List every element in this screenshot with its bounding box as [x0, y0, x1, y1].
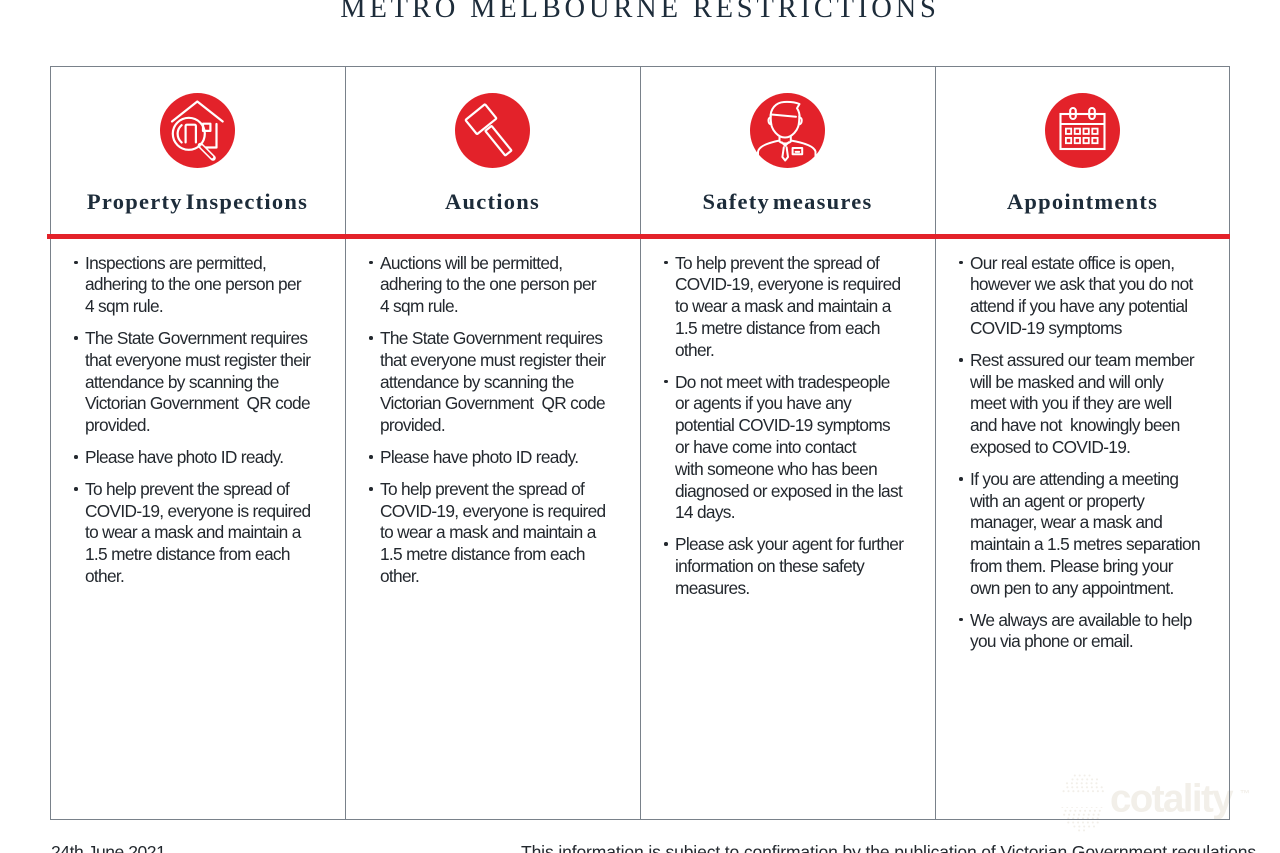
svg-text:™: ™ — [1240, 789, 1250, 800]
svg-text:cotality: cotality — [1110, 778, 1234, 821]
